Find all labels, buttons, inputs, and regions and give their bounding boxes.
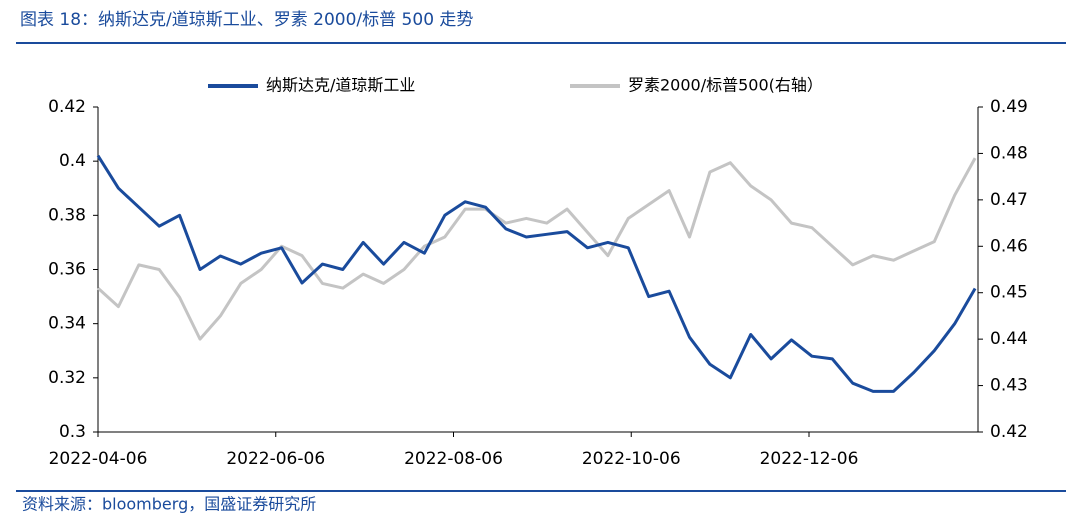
x-tick-label: 2022-10-06 xyxy=(582,449,681,469)
y2-tick-label: 0.45 xyxy=(990,283,1028,303)
y-tick-label: 0.38 xyxy=(48,205,86,225)
y2-tick-label: 0.44 xyxy=(990,329,1028,349)
series-line xyxy=(96,157,977,341)
y2-tick-label: 0.48 xyxy=(990,143,1028,163)
legend-label: 纳斯达克/道琼斯工业 xyxy=(266,76,415,95)
x-tick-label: 2022-04-06 xyxy=(49,449,148,469)
y2-tick-label: 0.49 xyxy=(990,97,1028,117)
y-tick-label: 0.36 xyxy=(48,260,86,280)
y-tick-label: 0.3 xyxy=(59,422,86,442)
y2-tick-label: 0.43 xyxy=(990,376,1028,396)
y2-tick-label: 0.47 xyxy=(990,190,1028,210)
y-tick-label: 0.42 xyxy=(48,97,86,117)
x-tick-label: 2022-12-06 xyxy=(760,449,859,469)
legend-label: 罗素2000/标普500(右轴） xyxy=(628,76,823,95)
x-tick-label: 2022-06-06 xyxy=(226,449,325,469)
y-tick-label: 0.34 xyxy=(48,314,86,334)
source-note: 资料来源：bloomberg，国盛证券研究所 xyxy=(22,495,316,514)
series-line xyxy=(96,154,977,393)
y-tick-label: 0.4 xyxy=(59,151,86,171)
chart-title: 图表 18：纳斯达克/道琼斯工业、罗素 2000/标普 500 走势 xyxy=(20,10,473,30)
y-tick-label: 0.32 xyxy=(48,368,86,388)
y2-tick-label: 0.42 xyxy=(990,422,1028,442)
x-tick-label: 2022-08-06 xyxy=(404,449,503,469)
y2-tick-label: 0.46 xyxy=(990,236,1028,256)
